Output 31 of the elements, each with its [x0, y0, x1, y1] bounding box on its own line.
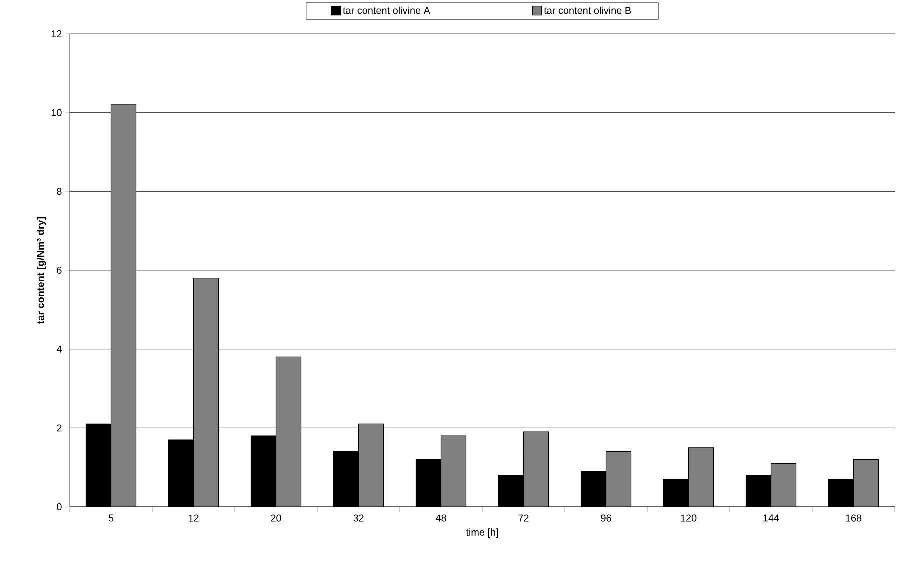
x-tick-label: 5	[108, 514, 114, 522]
bar	[606, 452, 632, 507]
y-tick-label: 6	[57, 266, 62, 274]
x-tick-label: 48	[436, 514, 446, 522]
x-tick-label: 72	[518, 514, 529, 522]
bar	[853, 459, 880, 507]
x-tick-label: 144	[764, 514, 780, 522]
legend-label: tar content olivine B	[544, 6, 632, 14]
legend-label: tar content olivine A	[343, 6, 430, 14]
x-axis-title: time [h]	[466, 528, 498, 538]
bar	[441, 436, 466, 507]
x-tick-label: 96	[601, 514, 612, 522]
y-tick-label: 10	[52, 109, 62, 116]
x-tick-label: 20	[271, 514, 282, 522]
bar	[111, 104, 136, 507]
x-tick-label: 32	[354, 514, 364, 522]
bar	[771, 464, 796, 507]
x-tick-label: 168	[846, 514, 862, 522]
x-tick-label: 12	[188, 514, 199, 522]
y-tick-label: 12	[52, 30, 62, 38]
x-tick-label: 120	[681, 514, 697, 522]
bar	[194, 278, 219, 507]
y-tick-label: 2	[57, 424, 62, 432]
y-tick-label: 4	[56, 346, 62, 353]
bar	[688, 448, 714, 507]
y-tick-label: 0	[57, 503, 62, 511]
bar	[524, 432, 549, 507]
bar	[276, 357, 302, 507]
y-axis-title: tar content [g/Nm³ dry]	[36, 217, 46, 324]
bar	[358, 424, 384, 507]
y-tick-label: 8	[57, 188, 62, 196]
